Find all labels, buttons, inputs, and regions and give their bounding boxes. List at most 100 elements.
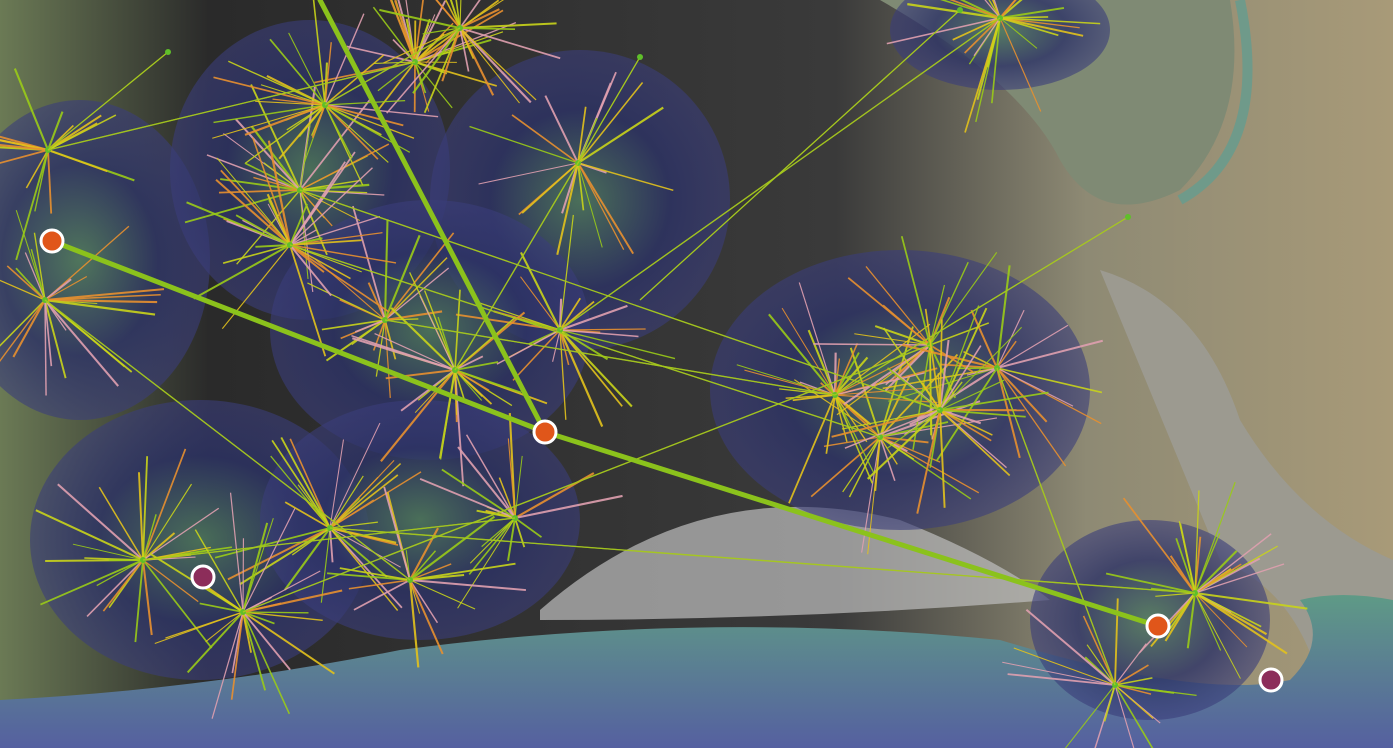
sensor-node[interactable] (190, 564, 216, 590)
link (939, 409, 993, 436)
nodes (39, 228, 1284, 693)
link (916, 409, 941, 514)
link (284, 527, 331, 591)
link (142, 514, 157, 561)
link (844, 409, 941, 449)
link (329, 475, 364, 529)
link (289, 203, 308, 246)
link (559, 329, 639, 338)
link (437, 316, 456, 371)
link (577, 162, 603, 248)
link (1194, 592, 1262, 628)
link (468, 517, 516, 575)
link (991, 17, 1001, 104)
link (324, 104, 415, 139)
link (999, 0, 1023, 19)
link (996, 367, 1048, 423)
link (939, 307, 988, 411)
link (459, 27, 520, 104)
link (242, 611, 323, 622)
link (199, 602, 244, 613)
link (312, 0, 326, 106)
link (0, 144, 49, 152)
link (559, 328, 646, 331)
link (409, 527, 439, 581)
link (307, 282, 386, 321)
link (514, 494, 623, 520)
river (1177, 0, 1253, 205)
link (999, 17, 1042, 112)
link (0, 135, 49, 151)
link (900, 235, 931, 346)
link (324, 104, 389, 163)
link (999, 17, 1101, 25)
link (929, 344, 957, 399)
link (289, 244, 332, 297)
link (142, 456, 149, 561)
link (242, 611, 309, 614)
long-link (47, 61, 416, 151)
link (519, 318, 561, 331)
link (409, 515, 496, 581)
link (299, 189, 368, 194)
link (329, 521, 378, 529)
link (454, 289, 461, 371)
link (444, 0, 461, 29)
link (834, 342, 859, 396)
link (902, 343, 998, 370)
link (220, 169, 291, 246)
link (329, 463, 402, 529)
gateway-node[interactable] (1145, 613, 1171, 639)
link (47, 114, 102, 151)
link (242, 611, 267, 691)
link (1194, 563, 1285, 594)
link (384, 319, 391, 398)
link (788, 394, 836, 504)
link (514, 517, 543, 538)
link (454, 369, 522, 394)
link (1114, 643, 1147, 686)
link (577, 106, 664, 164)
link (995, 265, 1011, 369)
link (577, 162, 635, 255)
link (419, 478, 516, 519)
link (498, 477, 516, 519)
trunk-link (49, 238, 548, 435)
link (44, 299, 119, 387)
link (263, 162, 301, 191)
link (422, 27, 461, 35)
relay-node (637, 54, 643, 60)
link (810, 436, 881, 498)
link (1194, 592, 1288, 655)
link (289, 232, 383, 246)
link (459, 27, 470, 72)
link (935, 367, 998, 462)
link (324, 104, 439, 118)
link (929, 344, 933, 436)
link (0, 149, 49, 164)
link (409, 579, 444, 655)
sensor-node[interactable] (1258, 667, 1284, 693)
link (412, 27, 461, 94)
link (299, 189, 361, 222)
gateway-node[interactable] (39, 228, 65, 254)
link (511, 114, 579, 164)
gateway-node[interactable] (532, 419, 558, 445)
link (481, 517, 516, 548)
link (218, 189, 301, 194)
link (577, 162, 585, 211)
link (996, 367, 1103, 394)
link (289, 244, 327, 357)
link (1082, 615, 1116, 686)
link (57, 483, 144, 561)
link (454, 369, 483, 401)
link (324, 54, 385, 106)
link (44, 299, 47, 396)
link (1103, 684, 1116, 722)
link (508, 412, 517, 519)
link (205, 611, 244, 643)
link (414, 0, 447, 63)
link (329, 527, 401, 568)
